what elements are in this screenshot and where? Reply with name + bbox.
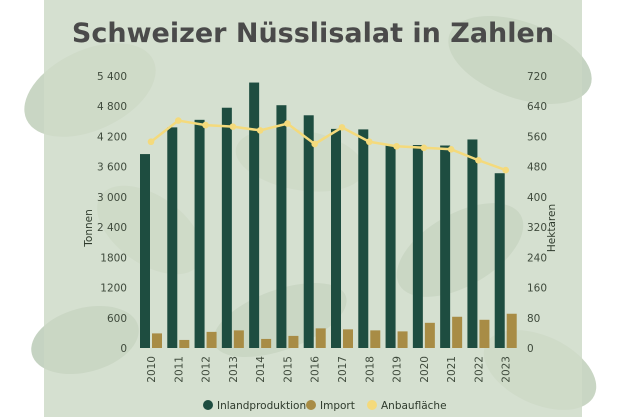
right-tick-label: 720 <box>527 71 547 83</box>
right-tick-label: 480 <box>527 162 547 174</box>
x-tick-label: 2011 <box>173 356 185 383</box>
left-tick-label: 3 600 <box>97 162 127 174</box>
bar-inlandproduktion <box>194 119 205 348</box>
point-anbauflaeche <box>147 138 155 146</box>
legend-label-anbauflaeche: Anbaufläche <box>381 400 447 412</box>
bar-inlandproduktion <box>440 145 451 348</box>
line-anbauflaeche <box>150 119 507 172</box>
bar-inlandproduktion <box>358 129 369 348</box>
legend-marker-inlandproduktion <box>203 400 213 410</box>
point-anbauflaeche <box>174 117 182 124</box>
x-tick-label: 2020 <box>419 356 431 383</box>
bar-import <box>261 338 272 348</box>
bar-inlandproduktion <box>140 154 150 348</box>
right-tick-label: 240 <box>527 252 547 264</box>
legend: Inlandproduktion Import Anbaufläche <box>203 400 447 412</box>
legend-marker-anbauflaeche <box>367 400 377 410</box>
x-tick-label: 2012 <box>201 356 213 383</box>
x-tick-label: 2018 <box>364 356 376 383</box>
point-anbauflaeche <box>284 120 291 127</box>
bar-inlandproduktion <box>221 107 232 348</box>
bar-inlandproduktion <box>303 115 314 349</box>
bar-inlandproduktion <box>494 173 505 348</box>
bar-import <box>288 335 299 348</box>
bar-inlandproduktion <box>412 145 423 348</box>
left-axis-ticks: 0 600 1200 1800 2 400 3 000 3 600 4 200 4 800 5 4… <box>97 71 127 355</box>
point-anbauflaeche <box>365 138 373 146</box>
left-tick-label: 600 <box>107 313 127 325</box>
legend-label-inlandproduktion: Inlandproduktion <box>217 400 306 412</box>
bar-inlandproduktion <box>276 105 287 348</box>
left-tick-label: 4 200 <box>97 131 127 143</box>
legend-label-import: Import <box>320 400 355 412</box>
x-tick-label: 2013 <box>228 356 240 383</box>
point-anbauflaeche <box>420 144 428 152</box>
x-tick-label: 2014 <box>255 356 267 383</box>
right-tick-label: 0 <box>527 343 534 355</box>
point-anbauflaeche <box>229 123 237 130</box>
left-tick-label: 4 800 <box>97 101 127 113</box>
right-tick-label: 560 <box>527 131 547 143</box>
x-tick-label: 2010 <box>146 356 158 383</box>
left-axis-label: Tonnen <box>83 209 95 247</box>
bar-import <box>152 333 162 348</box>
right-axis-ticks: 0 80 160 240 320 400 480 560 640 720 <box>527 71 547 355</box>
point-anbauflaeche <box>447 145 455 153</box>
point-anbauflaeche <box>475 156 482 164</box>
x-tick-label: 2016 <box>310 356 322 383</box>
point-anbauflaeche <box>393 142 400 150</box>
bar-import <box>397 331 408 348</box>
left-tick-label: 5 400 <box>97 71 127 83</box>
bar-inlandproduktion <box>249 82 260 348</box>
bar-import <box>479 319 490 348</box>
point-anbauflaeche <box>502 166 510 174</box>
bar-import <box>452 316 463 348</box>
bar-inlandproduktion <box>467 139 478 348</box>
left-tick-label: 1800 <box>100 252 127 264</box>
bar-import <box>343 329 353 348</box>
bar-import <box>233 330 244 348</box>
right-tick-label: 320 <box>527 222 547 234</box>
right-tick-label: 640 <box>527 101 547 113</box>
x-tick-label: 2017 <box>337 356 349 383</box>
left-tick-label: 0 <box>120 343 127 355</box>
bar-import <box>424 322 435 348</box>
x-tick-label: 2021 <box>446 356 458 383</box>
bar-import <box>315 328 326 348</box>
bar-import <box>179 339 190 348</box>
x-tick-label: 2023 <box>501 356 513 383</box>
bar-series <box>140 82 517 349</box>
right-axis-label: Hektaren <box>546 204 558 252</box>
left-tick-label: 2 400 <box>97 222 127 234</box>
x-axis-ticks: 2010 2011 2012 2013 2014 2015 2016 2017 2018 2019… <box>146 356 513 383</box>
point-anbauflaeche <box>256 127 264 134</box>
left-tick-label: 3 000 <box>97 192 127 204</box>
bar-inlandproduktion <box>385 145 396 348</box>
line-series-anbauflaeche <box>147 117 510 174</box>
bar-import <box>506 313 517 348</box>
legend-marker-import <box>306 400 316 410</box>
bar-inlandproduktion <box>167 127 178 348</box>
x-tick-label: 2022 <box>473 356 485 383</box>
right-tick-label: 160 <box>527 283 547 295</box>
x-tick-label: 2015 <box>282 356 294 383</box>
point-anbauflaeche <box>338 124 346 131</box>
right-tick-label: 400 <box>527 192 547 204</box>
bar-import <box>206 331 217 348</box>
right-tick-label: 80 <box>527 313 540 325</box>
point-anbauflaeche <box>311 140 319 148</box>
x-tick-label: 2019 <box>392 356 404 383</box>
left-tick-label: 1200 <box>100 283 127 295</box>
chart-title: Schweizer Nüsslisalat in Zahlen <box>72 18 554 49</box>
bar-inlandproduktion <box>331 128 341 348</box>
bar-import <box>370 330 381 348</box>
point-anbauflaeche <box>202 121 209 129</box>
